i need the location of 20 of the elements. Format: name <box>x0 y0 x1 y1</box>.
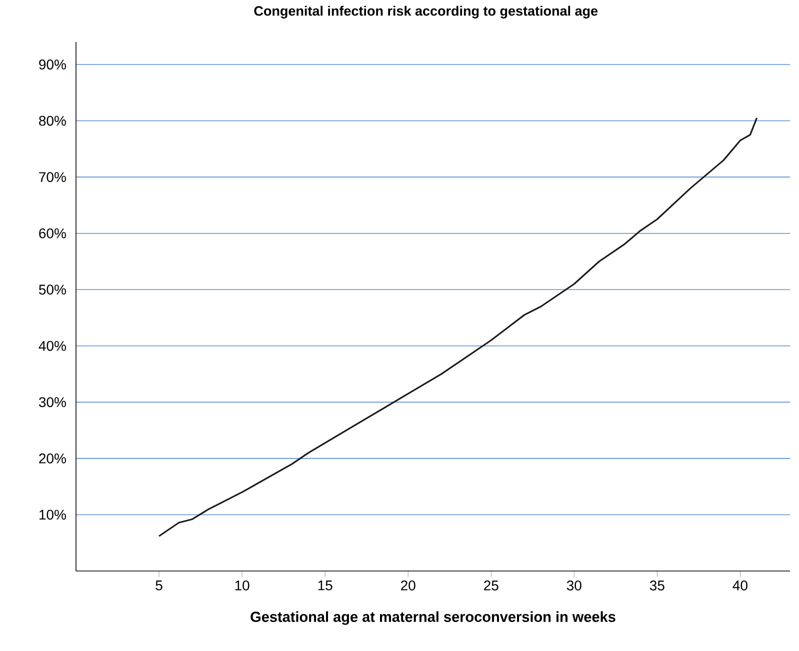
y-tick-label: 90% <box>39 60 66 70</box>
y-tick-label: 30% <box>38 397 66 408</box>
x-tick-label: 10 <box>235 580 250 590</box>
y-tick-label: 20% <box>39 453 66 464</box>
y-tick-label: 10% <box>40 510 66 520</box>
y-tick-label: 50% <box>39 284 66 295</box>
line-series <box>158 117 758 537</box>
chart-title: Congenital infection risk according to gestational age <box>254 6 598 18</box>
y-tick-label: 70% <box>39 172 66 182</box>
y-tick-label: 40% <box>38 340 66 351</box>
x-tick-label: 20 <box>401 580 416 590</box>
x-tick-label: 15 <box>318 580 332 590</box>
y-tick-label: 60% <box>39 228 66 238</box>
x-tick-label: 25 <box>484 580 498 590</box>
x-tick-label: 35 <box>650 580 664 590</box>
x-axis-title: Gestational age at maternal seroconversion in weeks <box>250 611 616 625</box>
y-tick-label: 80% <box>39 116 66 126</box>
x-tick-label: 40 <box>732 580 748 590</box>
x-tick-label: 5 <box>156 580 162 590</box>
x-tick-label: 30 <box>566 580 582 590</box>
